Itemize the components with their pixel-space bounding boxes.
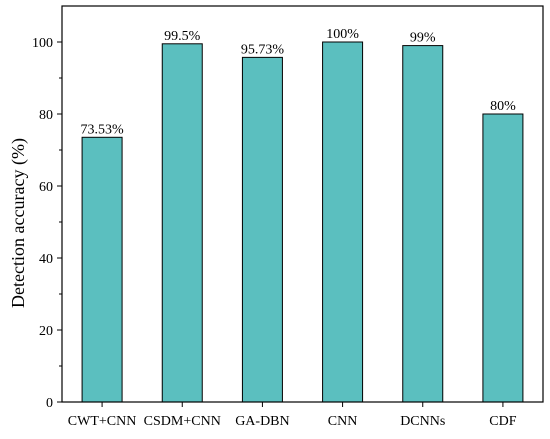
y-tick-label-0: 0	[46, 396, 53, 411]
bar-csdm-cnn	[161, 43, 203, 403]
y-tick-label-80: 80	[39, 108, 53, 123]
x-tick-label-cwt-cnn: CWT+CNN	[68, 414, 137, 429]
y-tick-label-100: 100	[32, 36, 53, 51]
data-labels-group: 73.53% 99.5% 95.73% 100% 99% 80%	[80, 27, 516, 137]
data-label-ga-dbn: 95.73%	[241, 42, 285, 57]
x-tick-label-ga-dbn: GA-DBN	[235, 414, 289, 429]
y-tick-label-60: 60	[39, 180, 53, 195]
bar-cdf	[482, 113, 524, 403]
x-tick-label-csdm-cnn: CSDM+CNN	[144, 414, 221, 429]
bar-cnn	[322, 41, 364, 403]
axes-group: CWT+CNN CSDM+CNN GA-DBN CNN DCNNs CDF 0 20 40 60 8…	[32, 5, 544, 429]
plot-frame	[61, 5, 544, 403]
data-label-cdf: 80%	[490, 99, 516, 114]
data-label-cwt-cnn: 73.53%	[80, 122, 124, 137]
x-tick-label-cdf: CDF	[489, 414, 516, 429]
data-label-cnn: 100%	[326, 27, 359, 42]
bars-group	[81, 41, 524, 403]
x-tick-label-cnn: CNN	[328, 414, 358, 429]
bar-cwt-cnn	[81, 136, 123, 403]
data-label-csdm-cnn: 99.5%	[164, 29, 201, 44]
y-tick-label-20: 20	[39, 324, 53, 339]
y-tick-label-40: 40	[39, 252, 53, 267]
bar-dcnns	[402, 45, 444, 403]
bar-ga-dbn	[241, 56, 283, 403]
y-axis-title: Detection accuracy (%)	[8, 138, 29, 308]
data-label-dcnns: 99%	[410, 31, 436, 46]
x-tick-label-dcnns: DCNNs	[400, 414, 445, 429]
